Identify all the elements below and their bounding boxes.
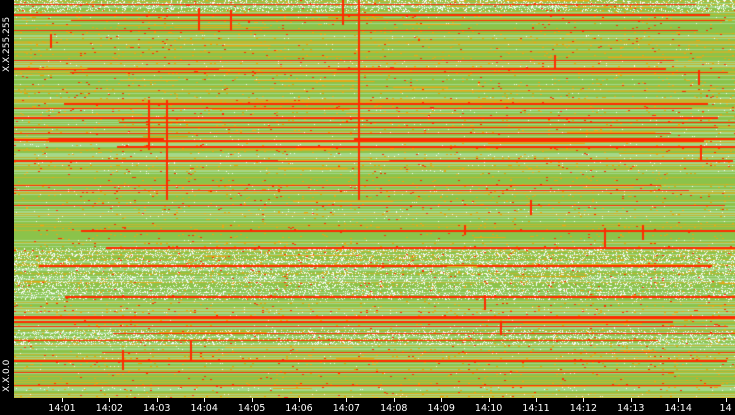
x-axis-tick [725,398,727,402]
x-axis-label: 14:05 [237,403,266,414]
x-axis-label: 14:11 [522,403,550,414]
x-axis-tick [583,398,585,402]
x-axis-tick [251,398,253,402]
x-axis-label: 14:07 [332,403,361,414]
x-axis-tick [204,398,206,402]
x-axis-tick [156,398,158,402]
x-axis-label: 14:01 [48,403,76,414]
x-axis-tick [62,398,63,402]
x-axis: 14:01 14:02 14:03 14:04 14:05 14:06 14:07 14:08… [14,398,735,415]
x-axis-label: 14:10 [474,403,503,414]
x-axis-label: 14:04 [190,403,218,414]
x-axis-label: 14:09 [427,403,455,414]
x-axis-tick [678,398,680,402]
x-axis-tick [630,398,632,402]
x-axis-label: 14:06 [285,403,313,414]
x-axis-tick [393,398,395,402]
x-axis-tick [299,398,300,402]
x-axis-tick [441,398,443,402]
x-axis-tick [346,398,348,402]
x-axis-label: 14:02 [95,403,124,414]
x-axis-label: 14:12 [569,403,598,414]
x-axis-label: 14:08 [380,403,408,414]
x-axis-tick [109,398,111,402]
x-axis-label: 14:14 [664,403,692,414]
x-axis-label: 14:13 [617,403,645,414]
y-axis: X.X.255.255 X.X.0.0 [0,0,14,398]
traffic-heatmap[interactable] [14,0,735,398]
x-axis-label: 14 [719,403,732,414]
y-axis-top-label: X.X.255.255 [2,16,12,72]
x-axis-tick [536,398,537,402]
x-axis-tick [488,398,490,402]
x-axis-label: 14:03 [143,403,171,414]
y-axis-bottom-label: X.X.0.0 [2,359,12,393]
